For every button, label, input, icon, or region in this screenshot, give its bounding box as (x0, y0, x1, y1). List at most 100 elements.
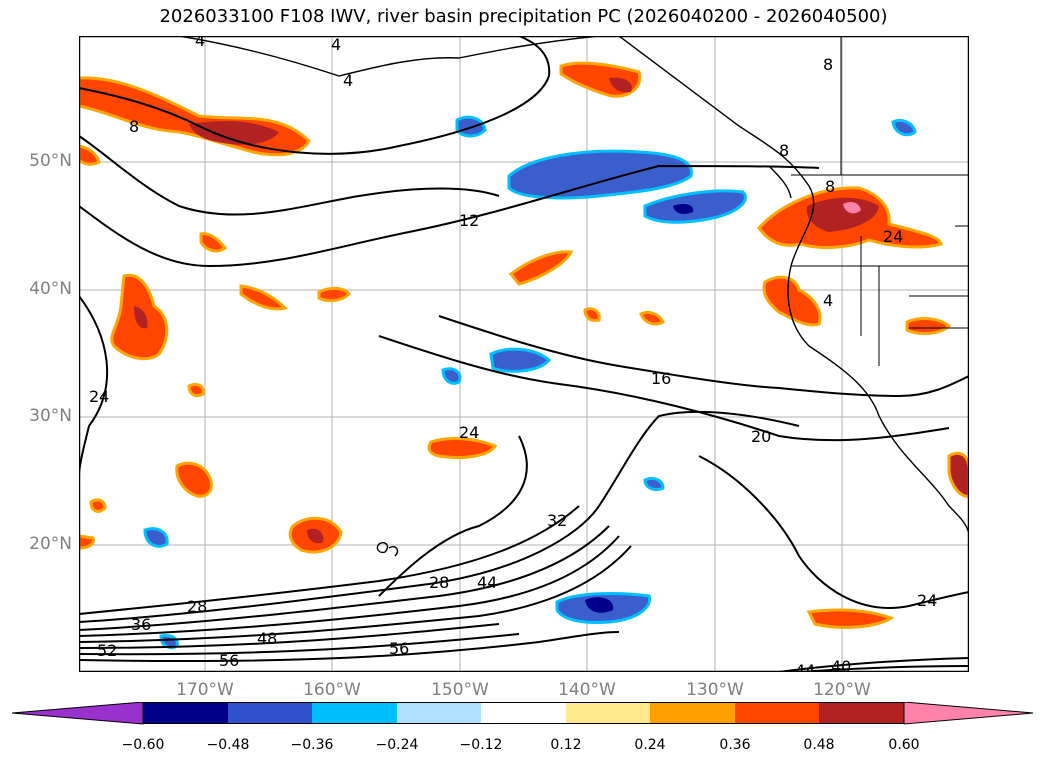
colorbar-tick-label: 0.24 (634, 737, 666, 753)
lon-label-170w: 170°W (176, 680, 234, 700)
colorbar-bin-9 (819, 702, 904, 724)
neg-blob-east-core (673, 204, 694, 214)
precip-blob-small-2 (239, 284, 288, 311)
iwv-contours (79, 36, 969, 672)
precip-blob-tiny-2 (79, 534, 95, 550)
contour-labels: 4 4 4 8 8 8 8 12 16 20 24 24 24 24 28 28… (89, 36, 937, 672)
neg-blob-main (507, 149, 693, 200)
colorbar-bin-8 (735, 702, 819, 724)
precip-blob-east-40n (508, 250, 574, 286)
contour-label-28-b: 28 (187, 597, 207, 616)
contour-label-4-a: 4 (195, 36, 205, 50)
neg-blob-tiny-2 (159, 634, 179, 650)
colorbar-tick-label: −0.12 (459, 737, 503, 753)
colorbar-bin-5 (481, 702, 566, 724)
contour-12b (79, 135, 500, 216)
colorbar-tick-label: −0.36 (290, 737, 334, 753)
colorbar-right-arrow (903, 702, 1034, 725)
contour-label-52: 52 (97, 641, 117, 660)
neg-blob-south-core (585, 597, 614, 613)
coast-north-america (787, 185, 969, 537)
contour-label-32: 32 (547, 511, 567, 530)
lon-label-120w: 120°W (813, 680, 871, 700)
contour-16 (438, 315, 969, 398)
precip-blob-baja (947, 451, 969, 498)
precip-blob-nw-edge (79, 144, 101, 166)
lon-label-150w: 150°W (431, 680, 489, 700)
precip-blob-tiny-5 (583, 307, 601, 322)
colorbar (12, 702, 1034, 725)
contour-20 (378, 335, 950, 442)
contour-28 (79, 505, 580, 615)
contour-label-56-a: 56 (219, 651, 239, 670)
precip-blob-pnw-pink (843, 202, 861, 214)
contour-label-12: 12 (459, 211, 479, 230)
precip-blob-south (806, 608, 895, 629)
contour-label-40: 40 (831, 657, 851, 672)
precip-blob-hawaii-core (307, 528, 324, 544)
contour-label-56-b: 56 (389, 639, 409, 658)
contour-44-south (798, 665, 969, 672)
colorbar-bin-3 (312, 702, 397, 724)
contour-label-8-c: 8 (779, 141, 789, 160)
contour-56 (79, 631, 620, 663)
contour-44 (79, 545, 632, 643)
contour-label-28-a: 28 (429, 573, 449, 592)
precip-blob-nw-core (189, 121, 279, 145)
negative-precip-regions (143, 115, 917, 650)
lat-label-30n: 30°N (29, 406, 72, 426)
colorbar-bin-4 (397, 702, 481, 724)
contour-label-8-b: 8 (823, 55, 833, 74)
political-boundaries (791, 36, 969, 366)
map-frame (79, 36, 969, 672)
contour-label-4-d: 4 (823, 291, 833, 310)
colorbar-tick-label: 0.48 (803, 737, 835, 753)
precip-blob-california (762, 275, 822, 327)
precip-blob-pnw-core (806, 197, 879, 232)
lon-label-130w: 130°W (686, 680, 744, 700)
neg-blob-30n (489, 347, 552, 373)
contour-24a (79, 295, 109, 477)
contour-label-24-b: 24 (459, 423, 479, 442)
contour-label-4-b: 4 (331, 36, 341, 54)
colorbar-tick-label: −0.60 (121, 737, 165, 753)
precip-blob-hawaii-2 (175, 461, 213, 498)
contour-label-20: 20 (751, 427, 771, 446)
lat-label-40n: 40°N (29, 279, 72, 299)
contour-32 (79, 410, 800, 623)
contour-40 (79, 535, 620, 637)
colorbar-bin-1 (143, 702, 228, 724)
neg-blob-tiny (643, 476, 665, 492)
precip-blob-30n-1 (427, 437, 498, 460)
contour-label-44-a: 44 (477, 573, 497, 592)
colorbar-tick-label: 0.60 (888, 737, 920, 753)
contour-24c (698, 455, 969, 609)
neg-blob-hawaii (143, 527, 169, 548)
precip-blob-180-40n-core (134, 306, 148, 329)
neg-blob-bc (891, 118, 917, 137)
contour-label-48: 48 (257, 629, 277, 648)
lon-label-160w: 160°W (303, 680, 361, 700)
contour-label-4-c: 4 (343, 71, 353, 90)
gridlines (79, 36, 969, 672)
colorbar-left-arrow (12, 702, 144, 725)
contour-label-36: 36 (131, 615, 151, 634)
colorbar-bin-7 (650, 702, 735, 724)
precip-blob-small-3 (317, 286, 351, 303)
precip-blob-interior (905, 317, 952, 335)
lat-label-50n: 50°N (29, 151, 72, 171)
precip-blob-tiny-1 (89, 498, 107, 513)
contour-label-24-d: 24 (883, 227, 903, 246)
coast-vancouver-island (768, 165, 792, 199)
colorbar-bin-2 (228, 702, 312, 724)
contour-label-44-b: 44 (795, 661, 815, 672)
contour-36 (79, 525, 610, 631)
contour-label-8-d: 8 (825, 177, 835, 196)
colorbar-tick-label: −0.24 (375, 737, 419, 753)
neg-blob-small-west (441, 367, 462, 385)
contour-52 (79, 633, 520, 656)
contour-label-24-c: 24 (917, 591, 937, 610)
lat-label-20n: 20°N (29, 534, 72, 554)
colorbar-tick-label: 0.12 (550, 737, 582, 753)
positive-precip-regions (79, 61, 969, 629)
